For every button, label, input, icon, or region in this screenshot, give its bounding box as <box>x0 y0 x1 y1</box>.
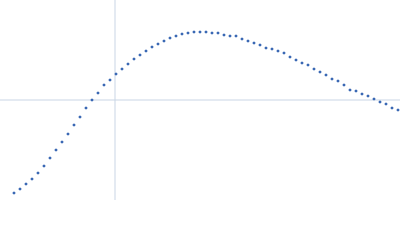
point <box>120 67 124 71</box>
point <box>186 31 190 35</box>
point <box>42 164 46 168</box>
point <box>204 30 208 34</box>
point <box>18 187 22 191</box>
point <box>198 30 202 34</box>
point <box>102 83 106 87</box>
point <box>66 132 70 136</box>
point <box>288 55 292 59</box>
point <box>54 148 58 152</box>
point <box>144 49 148 53</box>
point <box>216 31 220 35</box>
point <box>390 106 394 110</box>
point <box>114 72 118 76</box>
page: (() => { const data = JSON.parse(documen… <box>0 0 400 200</box>
point <box>300 61 304 65</box>
chart <box>0 0 400 200</box>
point <box>228 34 232 38</box>
point <box>354 89 358 93</box>
point <box>84 106 88 110</box>
point <box>252 41 256 45</box>
point <box>342 83 346 87</box>
point <box>264 46 268 50</box>
point <box>30 177 34 181</box>
point <box>246 39 250 43</box>
point <box>360 92 364 96</box>
point <box>258 43 262 47</box>
point <box>150 45 154 49</box>
point <box>126 62 130 66</box>
point <box>276 49 280 53</box>
point <box>312 67 316 71</box>
point <box>282 51 286 55</box>
point <box>270 47 274 51</box>
point <box>378 100 382 104</box>
point <box>156 42 160 46</box>
point <box>234 34 238 38</box>
point <box>48 156 52 160</box>
point <box>324 73 328 77</box>
point <box>192 30 196 34</box>
point <box>348 88 352 92</box>
point <box>138 53 142 57</box>
point <box>366 94 370 98</box>
point <box>174 34 178 38</box>
point <box>72 123 76 127</box>
point <box>306 63 310 67</box>
point <box>90 98 94 102</box>
point <box>60 140 64 144</box>
point <box>24 182 28 186</box>
point <box>372 97 376 101</box>
point <box>132 57 136 61</box>
point <box>96 91 100 95</box>
point <box>396 108 400 112</box>
point <box>240 37 244 41</box>
point <box>12 191 16 195</box>
point <box>384 102 388 106</box>
point <box>330 77 334 81</box>
point <box>294 58 298 62</box>
point <box>108 78 112 82</box>
point <box>222 33 226 37</box>
point <box>180 32 184 36</box>
point <box>36 171 40 175</box>
point <box>318 70 322 74</box>
point <box>162 39 166 43</box>
point <box>78 115 82 119</box>
point <box>336 79 340 83</box>
point <box>168 36 172 40</box>
point <box>210 31 214 35</box>
